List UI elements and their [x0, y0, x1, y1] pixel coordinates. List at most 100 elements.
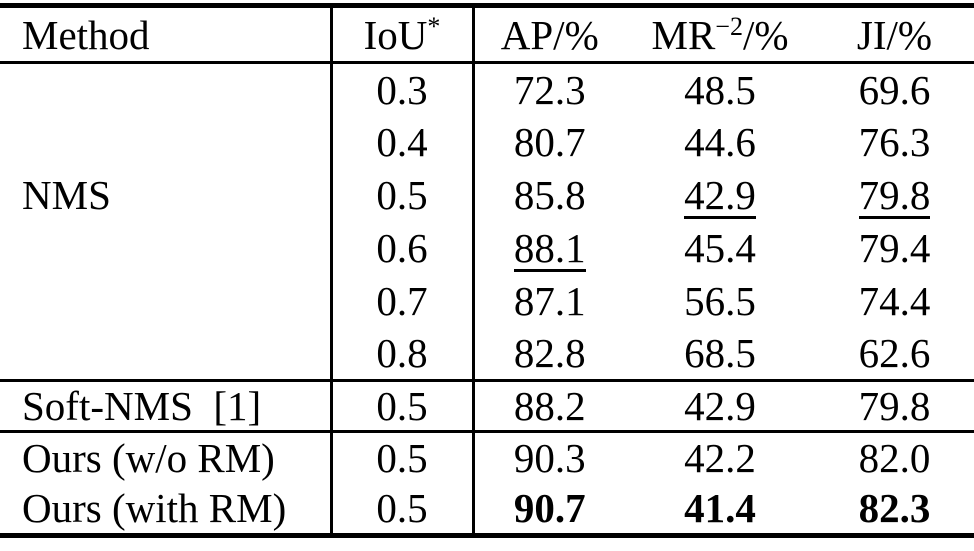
mr-superscript-exponent: −2	[715, 11, 743, 41]
ji-cell-value: 62.6	[858, 330, 931, 377]
table-row: Soft-NMS [1] 0.5 88.2 42.9 79.8	[0, 379, 974, 432]
ji-cell: 69.6	[815, 63, 974, 116]
table-row: 0.5 85.8 42.9 79.8	[0, 168, 974, 222]
method-cell: Ours (with RM)	[0, 483, 333, 536]
method-label: Soft-NMS [1]	[22, 383, 262, 429]
iou-cell: 0.6	[331, 221, 475, 275]
iou-cell-value: 0.8	[376, 330, 428, 377]
ji-cell-value: 82.0	[858, 435, 931, 482]
ji-cell: 76.3	[815, 116, 974, 169]
mr-cell-value: 56.5	[684, 278, 756, 324]
ap-cell-value: 88.1	[513, 225, 586, 272]
ap-cell: 80.7	[473, 116, 625, 169]
ji-cell-value: 76.3	[858, 119, 931, 165]
mr-cell-value: 44.6	[684, 119, 756, 165]
iou-cell: 0.5	[331, 430, 475, 484]
ap-cell-value: 80.7	[513, 119, 586, 165]
table-row: Ours (w/o RM) 0.5 90.3 42.2 82.0	[0, 430, 974, 484]
col-header-iou: IoU*	[331, 5, 475, 64]
col-header-mr: MR−2/%	[625, 5, 815, 64]
mr-cell: 41.4	[625, 484, 815, 536]
table-row: Ours (with RM) 0.5 90.7 41.4 82.3	[0, 483, 974, 536]
method-label: Ours (w/o RM)	[22, 435, 275, 482]
iou-cell: 0.7	[331, 274, 475, 328]
ap-cell-value: 88.2	[513, 383, 586, 429]
mr-cell: 48.5	[625, 63, 815, 116]
col-header-ap: AP/%	[473, 5, 625, 64]
iou-cell-value: 0.5	[376, 172, 428, 218]
results-table: Method IoU* AP/% MR−2/% JI/% NMS 0.3 72.3 4…	[0, 3, 974, 538]
mr-cell-value: 68.5	[684, 330, 756, 377]
ap-cell: 85.8	[473, 169, 625, 222]
ap-cell: 87.1	[473, 275, 625, 328]
ji-cell: 79.8	[815, 169, 974, 222]
ap-cell: 82.8	[473, 328, 625, 381]
ji-cell: 74.4	[815, 275, 974, 328]
ji-cell-value: 79.4	[858, 225, 931, 271]
ap-cell-value: 87.1	[513, 278, 586, 324]
ap-cell-value: 85.8	[513, 172, 586, 218]
ji-cell-value: 79.8	[858, 172, 931, 219]
table-row: NMS 0.3 72.3 48.5 69.6	[0, 62, 974, 381]
mr-label: MR	[651, 11, 716, 58]
iou-cell-value: 0.6	[376, 225, 428, 271]
iou-label: IoU	[363, 11, 428, 58]
ap-cell: 72.3	[473, 63, 625, 116]
iou-cell-value: 0.5	[376, 435, 428, 482]
table-row: 0.7 87.1 56.5 74.4	[0, 274, 974, 328]
iou-superscript-star: *	[427, 11, 441, 41]
table-row: 0.6 88.1 45.4 79.4	[0, 221, 974, 275]
col-header-method: Method	[0, 5, 333, 64]
iou-cell: 0.8	[331, 327, 475, 381]
ji-cell: 79.4	[815, 222, 974, 275]
mr-cell-value: 42.9	[684, 383, 756, 429]
mr-cell-value: 48.5	[684, 66, 756, 113]
mr-cell: 44.6	[625, 116, 815, 169]
method-cell: Ours (w/o RM)	[0, 430, 333, 484]
table-row: 0.4 80.7 44.6 76.3	[0, 115, 974, 169]
method-label: NMS	[22, 171, 111, 218]
ji-cell: 79.8	[815, 379, 974, 432]
iou-cell: 0.3	[331, 62, 475, 116]
iou-cell: 0.5	[331, 379, 475, 432]
ji-cell-value: 82.3	[858, 485, 931, 532]
iou-cell-value: 0.3	[376, 66, 428, 113]
ap-cell: 88.2	[473, 379, 625, 432]
method-cell: NMS	[0, 62, 333, 381]
mr-cell-value: 42.2	[684, 435, 756, 482]
ap-cell-value: 90.7	[513, 485, 586, 532]
iou-cell-value: 0.5	[376, 485, 428, 532]
iou-cell: 0.4	[331, 115, 475, 169]
ji-cell-value: 69.6	[858, 66, 931, 113]
mr-cell: 56.5	[625, 275, 815, 328]
iou-cell-value: 0.7	[376, 278, 428, 324]
mr-cell-value: 42.9	[684, 172, 756, 219]
ji-cell: 62.6	[815, 328, 974, 381]
mr-cell: 42.9	[625, 379, 815, 432]
mr-cell: 45.4	[625, 222, 815, 275]
iou-cell-value: 0.5	[376, 383, 428, 429]
table-row: 0.8 82.8 68.5 62.6	[0, 327, 974, 381]
iou-cell-value: 0.4	[376, 119, 428, 165]
ji-cell: 82.3	[815, 484, 974, 536]
mr-cell-value: 41.4	[684, 485, 756, 532]
header-row: Method IoU* AP/% MR−2/% JI/%	[0, 5, 974, 64]
ap-cell: 90.7	[473, 484, 625, 536]
mr-cell: 68.5	[625, 328, 815, 381]
ji-cell: 82.0	[815, 430, 974, 484]
ji-cell-value: 74.4	[858, 278, 931, 324]
ap-cell: 90.3	[473, 430, 625, 484]
ji-cell-value: 79.8	[858, 383, 931, 429]
iou-cell: 0.5	[331, 168, 475, 222]
ap-cell-value: 82.8	[513, 330, 586, 377]
mr-cell: 42.2	[625, 430, 815, 484]
mr-cell-value: 45.4	[684, 225, 756, 271]
iou-cell: 0.5	[331, 483, 475, 536]
mr-cell: 42.9	[625, 169, 815, 222]
ap-cell-value: 90.3	[513, 435, 586, 482]
col-header-ji: JI/%	[815, 5, 974, 64]
method-label: Ours (with RM)	[22, 485, 287, 532]
ap-cell: 88.1	[473, 222, 625, 275]
ap-cell-value: 72.3	[513, 66, 586, 113]
